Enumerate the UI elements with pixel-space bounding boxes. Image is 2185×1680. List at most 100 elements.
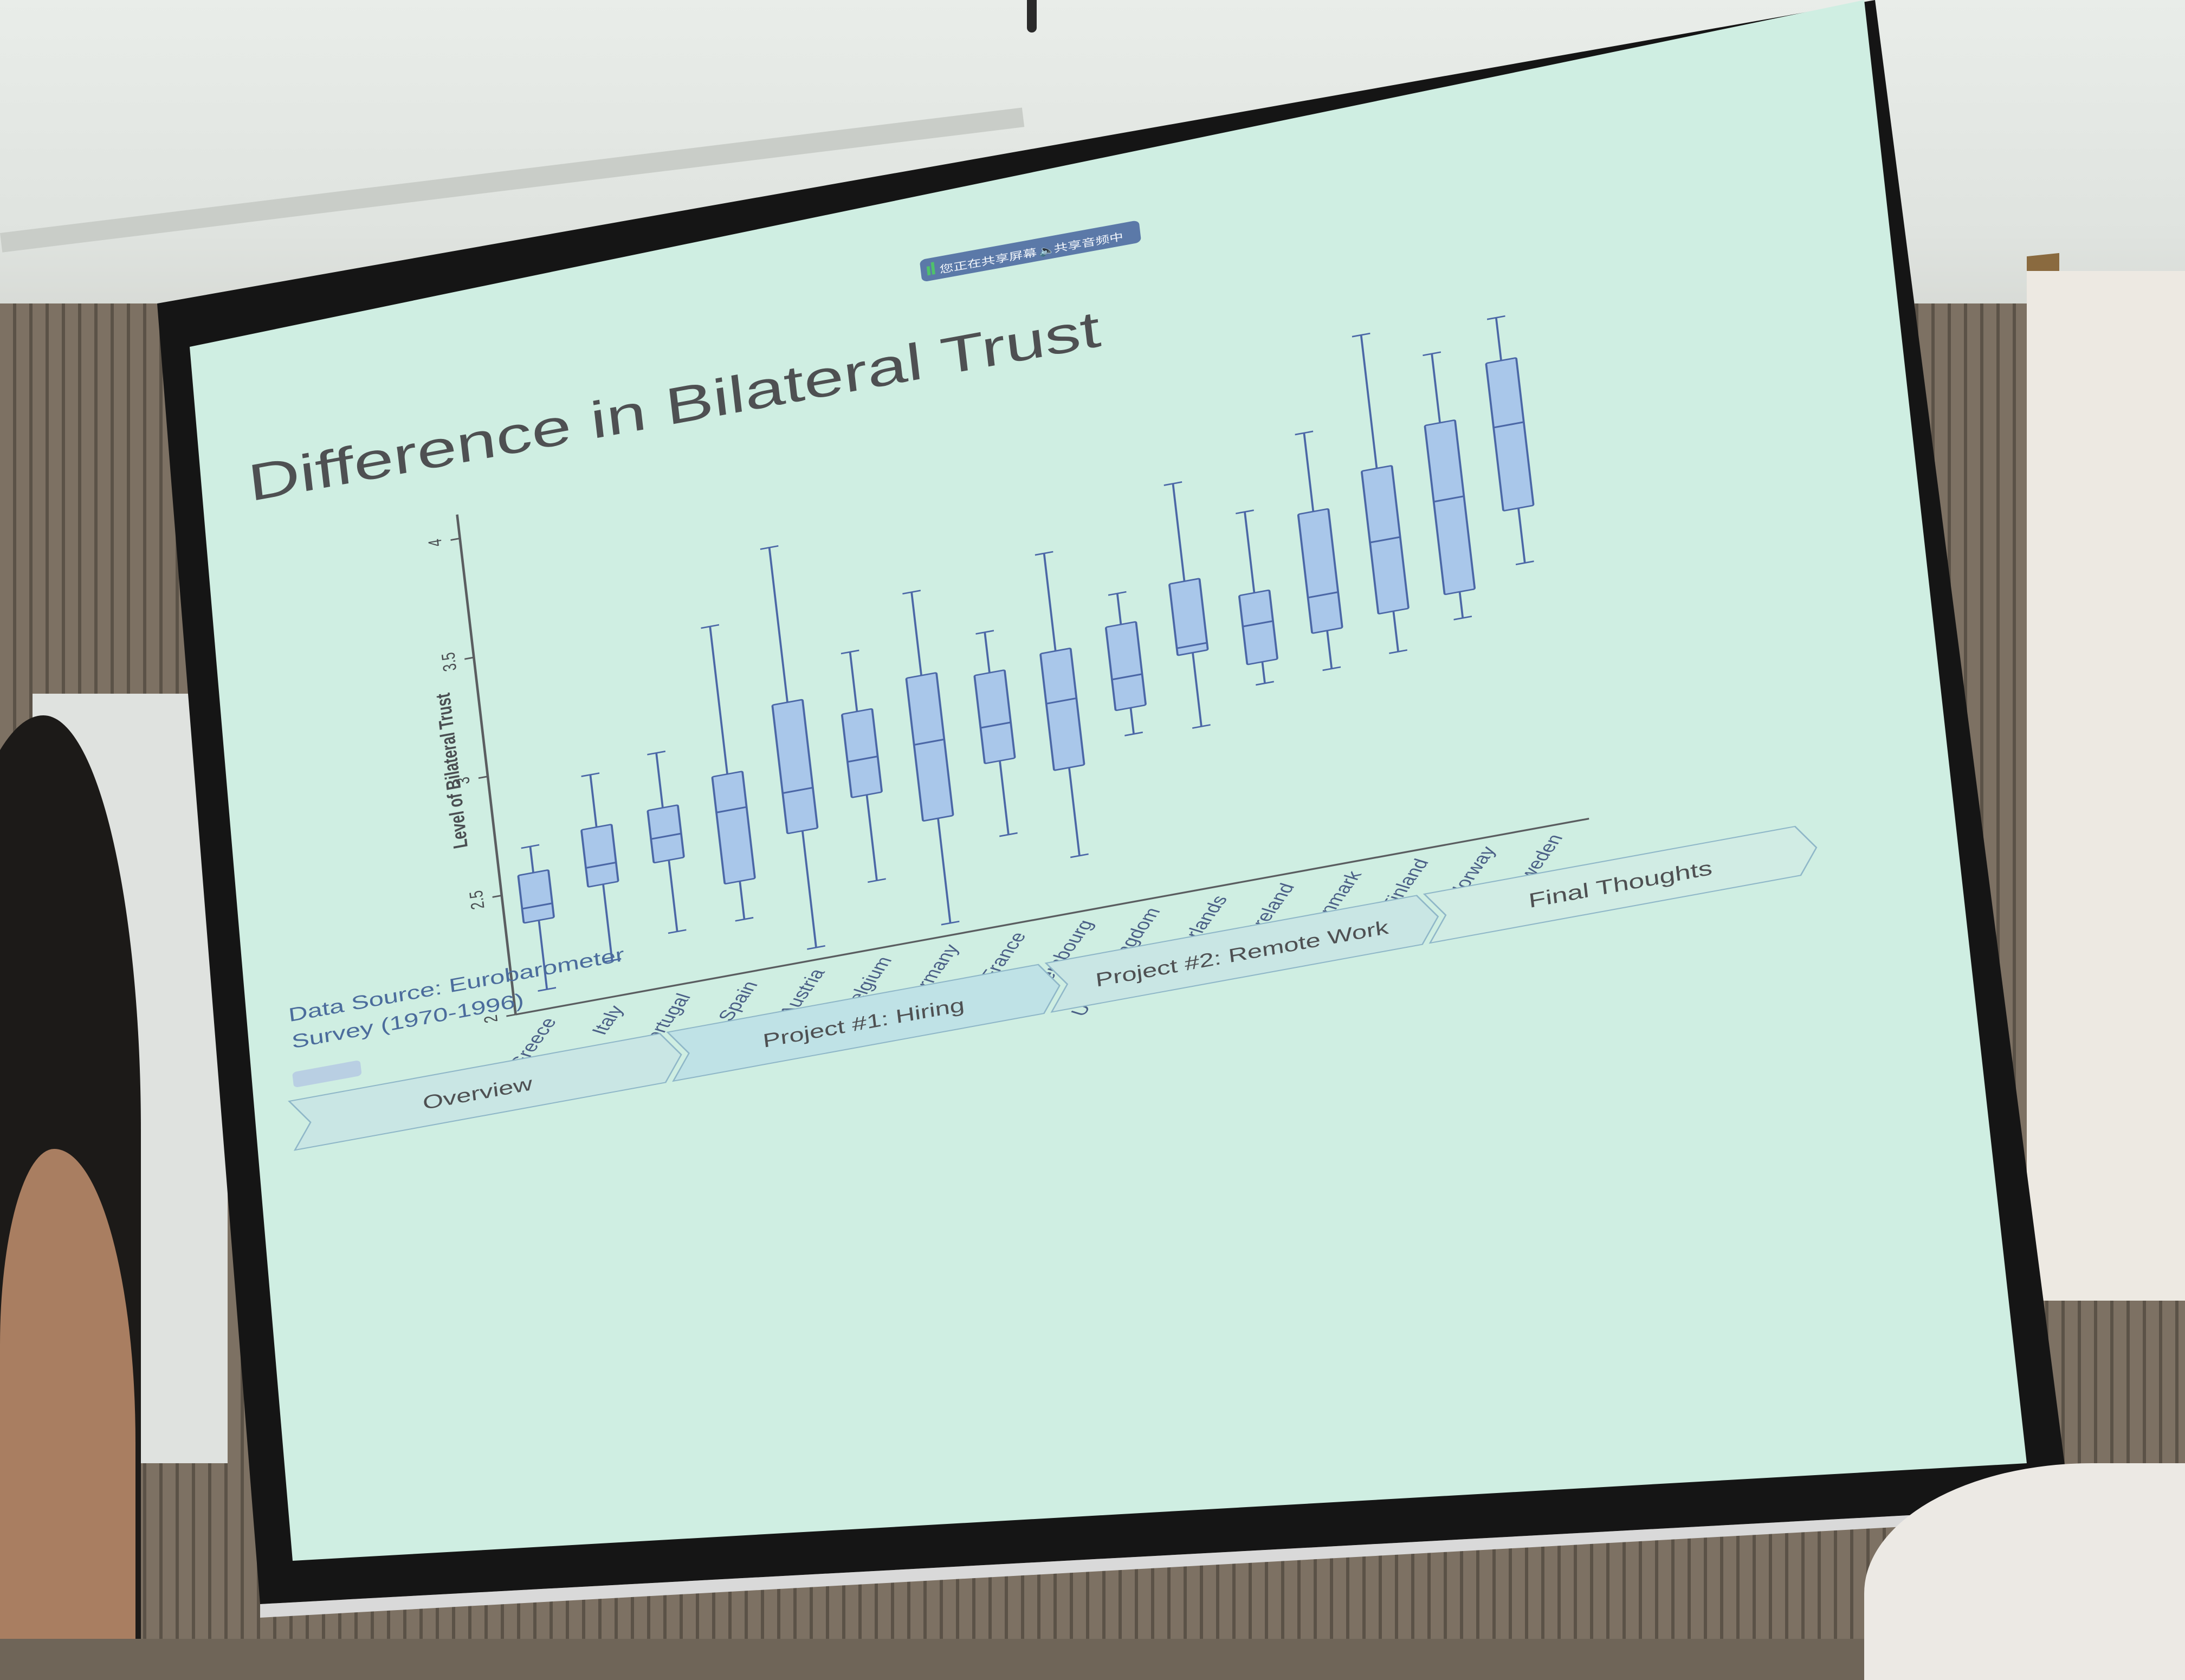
upper-whisker — [529, 846, 534, 873]
y-tick-mark — [464, 656, 474, 660]
max-cap — [1108, 591, 1127, 596]
upper-whisker — [768, 547, 788, 703]
lower-whisker — [801, 830, 817, 948]
y-tick-label: 3 — [453, 776, 474, 786]
signal-icon-bar — [930, 262, 935, 275]
y-ticks: 2 2.5 3 3.5 4 — [425, 537, 516, 1024]
screen-rail — [260, 1507, 2070, 1618]
median-line — [716, 806, 747, 813]
min-cap — [735, 916, 754, 922]
max-cap — [1295, 430, 1314, 436]
box-germany — [902, 590, 960, 926]
min-cap — [1192, 724, 1211, 729]
slide-content: 您正在共享屏幕 🔈 共享音频中 Difference in Bilateral … — [245, 221, 1819, 1151]
box-sweden — [1485, 315, 1535, 566]
max-cap — [975, 630, 994, 635]
upper-whisker — [655, 753, 664, 808]
box-denmark — [1295, 430, 1343, 671]
min-cap — [1070, 853, 1089, 858]
median-line — [585, 861, 616, 869]
box-finland — [1352, 332, 1410, 654]
tab-overview[interactable] — [288, 1030, 684, 1151]
max-cap — [1423, 351, 1441, 357]
max-cap — [701, 624, 720, 629]
max-cap — [1236, 509, 1254, 514]
median-line — [651, 832, 682, 840]
box-france — [973, 630, 1018, 837]
max-cap — [521, 844, 540, 849]
upper-whisker — [1172, 483, 1186, 581]
tab-project-hiring[interactable] — [666, 961, 1063, 1082]
box-portugal — [647, 751, 687, 934]
y-tick-label: 4 — [425, 537, 446, 548]
median-line — [980, 721, 1011, 729]
median-line — [1308, 591, 1339, 599]
lower-whisker — [1326, 630, 1333, 669]
y-tick-label: 2 — [481, 1013, 502, 1024]
lower-whisker — [1458, 591, 1464, 618]
y-tick-mark — [478, 776, 488, 779]
slide-surface — [190, 0, 2027, 1561]
max-cap — [1486, 315, 1505, 320]
median-line — [1046, 697, 1077, 705]
projector-cord — [1027, 0, 1037, 33]
box-united-kingdom — [1104, 591, 1147, 736]
box-norway — [1423, 351, 1476, 621]
box-netherlands — [1163, 481, 1211, 729]
max-cap — [902, 590, 921, 595]
iqr-box — [1168, 578, 1209, 656]
min-cap — [603, 958, 622, 963]
min-cap — [668, 929, 687, 934]
y-tick-label: 2.5 — [466, 889, 488, 911]
max-cap — [841, 649, 859, 655]
iqr-box — [517, 869, 555, 924]
box-greece — [517, 844, 557, 992]
tab-final-thoughts[interactable] — [1423, 823, 1819, 944]
box-austria — [760, 545, 825, 950]
y-tick-mark — [492, 894, 502, 898]
min-cap — [941, 920, 960, 926]
max-cap — [1352, 332, 1371, 338]
iqr-box — [647, 804, 685, 864]
min-cap — [1389, 649, 1407, 654]
lower-whisker — [1068, 767, 1081, 856]
lower-whisker — [1192, 652, 1203, 727]
max-cap — [760, 545, 779, 550]
tab-project-remote-work[interactable] — [1044, 892, 1441, 1013]
min-cap — [807, 945, 825, 950]
upper-whisker — [910, 592, 922, 676]
upper-whisker — [589, 774, 598, 828]
upper-whisker — [849, 651, 858, 712]
min-cap — [1124, 731, 1143, 736]
max-cap — [647, 751, 665, 755]
median-line — [914, 738, 945, 746]
min-cap — [1453, 615, 1472, 621]
share-banner-bg — [920, 221, 1141, 281]
iqr-box — [973, 669, 1016, 764]
min-cap — [999, 832, 1018, 837]
lower-whisker — [739, 881, 746, 920]
upper-whisker — [1116, 593, 1122, 625]
max-cap — [1035, 551, 1053, 556]
min-cap — [1256, 681, 1274, 686]
y-tick-mark — [450, 537, 460, 541]
presenter-toolbar-chip[interactable] — [292, 1060, 362, 1088]
upper-whisker — [1360, 334, 1378, 469]
max-cap — [1163, 481, 1182, 486]
projection-screen: 您正在共享屏幕 🔈 共享音频中 Difference in Bilateral … — [157, 0, 2070, 1618]
lower-whisker — [865, 794, 878, 881]
lower-whisker — [668, 860, 678, 932]
lower-whisker — [1129, 707, 1135, 734]
box-ireland — [1236, 509, 1278, 686]
min-cap — [1322, 666, 1341, 671]
lower-whisker — [1261, 661, 1266, 684]
min-cap — [538, 987, 557, 992]
lower-whisker — [538, 920, 548, 990]
median-line — [783, 786, 813, 794]
lower-whisker — [937, 818, 952, 923]
median-line — [1111, 673, 1142, 681]
lower-whisker — [1517, 508, 1526, 564]
whiteboard — [2027, 271, 2185, 1301]
iqr-box — [1104, 621, 1147, 711]
